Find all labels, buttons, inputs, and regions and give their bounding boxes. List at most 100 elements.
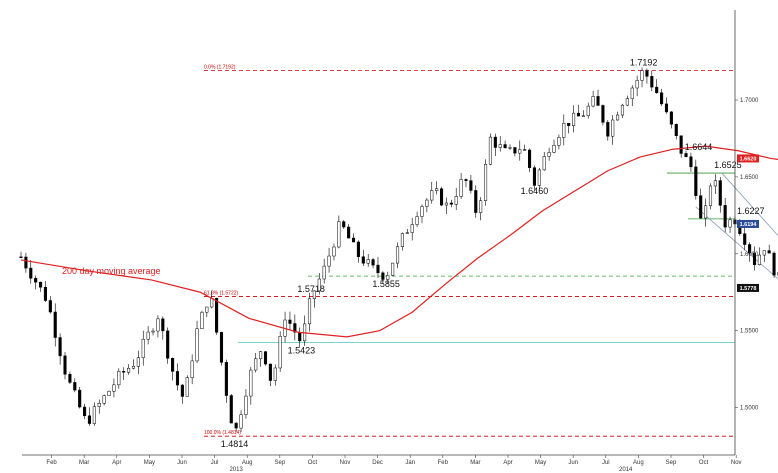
x-tick-label: Nov bbox=[340, 460, 351, 466]
candle-body bbox=[87, 415, 92, 424]
moving-average-label: 200 day moving average bbox=[62, 266, 161, 276]
x-tick-label: Apr bbox=[503, 460, 512, 466]
candle-body bbox=[215, 297, 219, 333]
candle-body bbox=[479, 200, 483, 213]
candle-body bbox=[254, 358, 258, 371]
x-tick-label: Jul bbox=[602, 460, 610, 466]
x-tick-label: Jun bbox=[568, 460, 578, 466]
candle-body bbox=[400, 233, 404, 248]
candle-body bbox=[19, 256, 23, 258]
candle-body bbox=[743, 233, 747, 245]
candle-body bbox=[131, 365, 136, 369]
candle-body bbox=[122, 370, 126, 373]
x-tick-label: Feb bbox=[46, 460, 57, 466]
candle-body bbox=[244, 395, 248, 415]
candle-body bbox=[190, 360, 194, 378]
candle-body bbox=[317, 278, 321, 292]
candle-body bbox=[107, 391, 111, 396]
candle-body bbox=[175, 371, 180, 386]
candle-body bbox=[542, 156, 546, 171]
candle-body bbox=[68, 374, 72, 383]
candle-body bbox=[586, 105, 590, 117]
candle-body bbox=[278, 336, 282, 369]
candle-body bbox=[767, 250, 771, 254]
candle-body bbox=[293, 323, 297, 333]
candle-body bbox=[625, 98, 629, 106]
x-tick-label: May bbox=[535, 460, 546, 466]
candle-body bbox=[347, 226, 351, 239]
x-tick-label: Jun bbox=[177, 460, 187, 466]
fib-label: 61.8% (1.5722) bbox=[204, 291, 239, 297]
x-year-label: 2013 bbox=[229, 467, 243, 473]
candle-body bbox=[180, 384, 184, 397]
candle-body bbox=[53, 311, 57, 338]
candle-body bbox=[728, 219, 732, 228]
candle-body bbox=[39, 281, 43, 288]
axes: Feb Mar Apr May Jun Jul Aug Sep Oct Nov Dec Jan Feb M… bbox=[22, 10, 759, 473]
candle-body bbox=[469, 180, 473, 191]
candle-body bbox=[141, 338, 145, 358]
x-tick-label: Aug bbox=[633, 460, 644, 466]
candle-body bbox=[263, 351, 268, 365]
price-annotation: 1.5855 bbox=[372, 279, 400, 289]
candle-body bbox=[24, 256, 28, 269]
price-badges: 1.6620 1.6194 1.5778 bbox=[737, 154, 759, 292]
candle-body bbox=[601, 105, 605, 123]
candle-body bbox=[474, 190, 478, 213]
price-annotation: 1.6525 bbox=[714, 160, 742, 170]
candle-body bbox=[337, 221, 341, 248]
x-tick-label: Oct bbox=[699, 460, 709, 466]
price-badge bbox=[737, 154, 759, 163]
candle-body bbox=[185, 377, 189, 397]
x-tick-label: Dec bbox=[372, 460, 383, 466]
moving-average bbox=[20, 145, 778, 338]
candle-body bbox=[576, 112, 581, 117]
candle-body bbox=[273, 367, 277, 381]
candle-body bbox=[493, 136, 497, 148]
candle-body bbox=[395, 246, 400, 264]
candle-body bbox=[537, 169, 541, 186]
candle-body bbox=[268, 363, 272, 381]
y-tick-label: 1.5000 bbox=[740, 406, 759, 412]
candle-body bbox=[752, 252, 757, 265]
candle-body bbox=[371, 259, 375, 266]
candle-body bbox=[699, 195, 703, 219]
fib-label: 0.0% (1.7192) bbox=[204, 64, 236, 70]
fib-label: 100.0% (1.4814) bbox=[204, 430, 241, 436]
candle-body bbox=[684, 153, 688, 158]
candle-body bbox=[351, 237, 356, 243]
candle-body bbox=[464, 179, 468, 181]
price-annotation: 1.4814 bbox=[221, 439, 249, 449]
candle-body bbox=[518, 149, 522, 154]
price-annotation: 1.6460 bbox=[521, 186, 549, 196]
candle-body bbox=[342, 221, 346, 228]
candle-body bbox=[606, 122, 610, 137]
candle-body bbox=[435, 188, 439, 191]
price-badge-label: 1.6620 bbox=[740, 156, 757, 162]
candle-body bbox=[327, 255, 331, 267]
candle-body bbox=[689, 156, 693, 168]
candle-body bbox=[97, 403, 101, 407]
price-badge-label: 1.5778 bbox=[740, 286, 757, 292]
y-tick-label: 1.6000 bbox=[740, 252, 759, 258]
candle-body bbox=[224, 362, 228, 396]
candle-body bbox=[552, 145, 556, 153]
x-tick-label: Sep bbox=[274, 460, 285, 466]
trend-channel bbox=[695, 172, 778, 280]
candle-body bbox=[151, 330, 155, 333]
candle-body bbox=[259, 351, 263, 360]
candle-body bbox=[635, 80, 639, 89]
candle-body bbox=[58, 337, 62, 357]
candle-body bbox=[640, 70, 644, 81]
candle-body bbox=[513, 147, 517, 154]
x-tick-label: Mar bbox=[79, 460, 89, 466]
candle-body bbox=[420, 206, 424, 217]
candle-body bbox=[498, 144, 502, 148]
candle-body bbox=[669, 111, 673, 125]
candle-body bbox=[376, 264, 380, 274]
x-tick-label: Jan bbox=[405, 460, 415, 466]
candle-body bbox=[146, 331, 150, 340]
candle-body bbox=[332, 246, 336, 257]
candle-body bbox=[713, 180, 717, 187]
candle-body bbox=[532, 167, 537, 186]
